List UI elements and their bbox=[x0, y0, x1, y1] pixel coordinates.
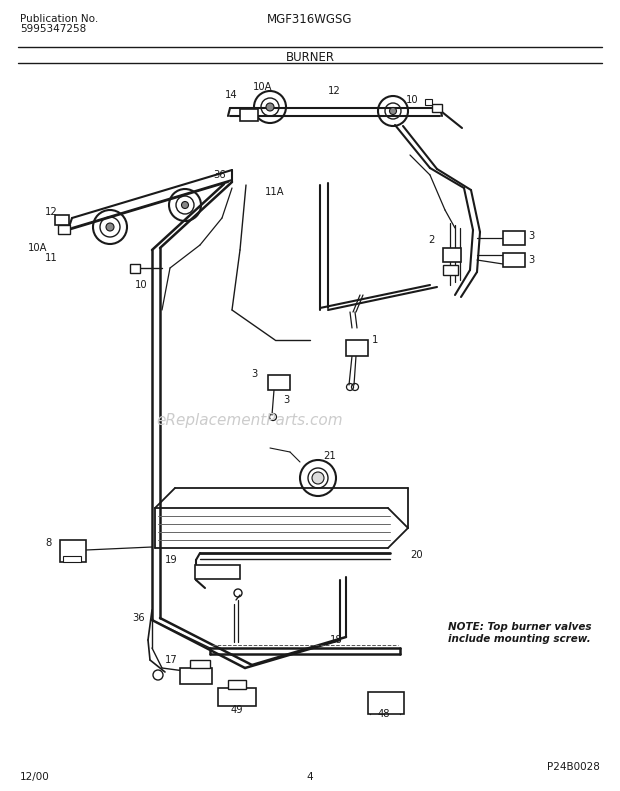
Text: 5995347258: 5995347258 bbox=[20, 24, 86, 34]
Text: 11: 11 bbox=[45, 253, 58, 263]
Text: 10: 10 bbox=[406, 95, 419, 105]
FancyBboxPatch shape bbox=[503, 231, 525, 245]
FancyBboxPatch shape bbox=[432, 104, 442, 112]
Text: 12: 12 bbox=[45, 207, 58, 217]
FancyBboxPatch shape bbox=[180, 668, 212, 684]
FancyBboxPatch shape bbox=[443, 265, 458, 275]
Text: 2: 2 bbox=[428, 235, 435, 245]
Text: 11A: 11A bbox=[265, 187, 285, 197]
Text: P24B0028: P24B0028 bbox=[547, 762, 600, 772]
Text: 3: 3 bbox=[528, 231, 534, 241]
FancyBboxPatch shape bbox=[58, 225, 70, 234]
Text: 12: 12 bbox=[328, 86, 341, 96]
Text: 3: 3 bbox=[284, 395, 290, 405]
FancyBboxPatch shape bbox=[63, 556, 81, 562]
Text: 14: 14 bbox=[226, 90, 238, 100]
Text: 3: 3 bbox=[252, 369, 258, 379]
Text: MGF316WGSG: MGF316WGSG bbox=[267, 13, 353, 26]
Circle shape bbox=[106, 223, 114, 231]
Text: 10A: 10A bbox=[253, 82, 273, 92]
Text: 3: 3 bbox=[528, 255, 534, 265]
Text: Publication No.: Publication No. bbox=[20, 14, 98, 24]
Text: 21: 21 bbox=[324, 451, 337, 461]
Text: 49: 49 bbox=[231, 705, 243, 715]
Circle shape bbox=[266, 103, 274, 111]
Circle shape bbox=[389, 108, 397, 115]
FancyBboxPatch shape bbox=[240, 109, 258, 121]
FancyBboxPatch shape bbox=[503, 253, 525, 267]
FancyBboxPatch shape bbox=[443, 248, 461, 262]
FancyBboxPatch shape bbox=[190, 660, 210, 668]
Text: 10: 10 bbox=[135, 280, 147, 290]
Text: 4: 4 bbox=[307, 772, 313, 782]
Text: eReplacementParts.com: eReplacementParts.com bbox=[157, 412, 343, 427]
FancyBboxPatch shape bbox=[268, 375, 290, 390]
Circle shape bbox=[312, 472, 324, 484]
FancyBboxPatch shape bbox=[228, 680, 246, 689]
FancyBboxPatch shape bbox=[346, 340, 368, 356]
Text: include mounting screw.: include mounting screw. bbox=[448, 634, 591, 644]
FancyBboxPatch shape bbox=[130, 264, 140, 273]
Text: 48: 48 bbox=[378, 709, 390, 719]
Text: 18: 18 bbox=[330, 635, 343, 645]
FancyBboxPatch shape bbox=[368, 692, 404, 714]
FancyBboxPatch shape bbox=[195, 565, 240, 579]
Text: 17: 17 bbox=[166, 655, 178, 665]
Text: 12/00: 12/00 bbox=[20, 772, 50, 782]
Text: BURNER: BURNER bbox=[285, 51, 335, 64]
Text: 19: 19 bbox=[166, 555, 178, 565]
Text: 20: 20 bbox=[410, 550, 423, 560]
FancyBboxPatch shape bbox=[218, 688, 256, 706]
Text: 10A: 10A bbox=[27, 243, 47, 253]
FancyBboxPatch shape bbox=[60, 540, 86, 562]
Text: 1: 1 bbox=[372, 335, 378, 345]
Text: 36: 36 bbox=[213, 170, 226, 180]
Text: 36: 36 bbox=[133, 613, 145, 623]
Text: 8: 8 bbox=[46, 538, 52, 548]
FancyBboxPatch shape bbox=[55, 215, 69, 225]
Text: NOTE: Top burner valves: NOTE: Top burner valves bbox=[448, 622, 591, 632]
FancyBboxPatch shape bbox=[425, 99, 432, 105]
Circle shape bbox=[182, 202, 188, 209]
